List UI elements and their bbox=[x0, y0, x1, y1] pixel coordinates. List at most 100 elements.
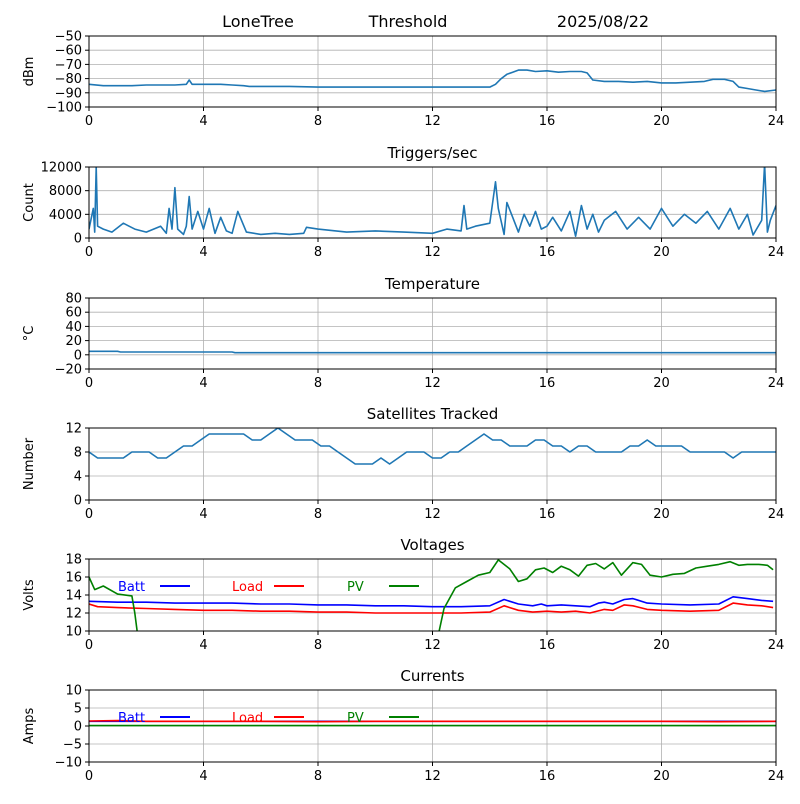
y-tick-label: −70 bbox=[55, 58, 82, 73]
y-tick-label: 0 bbox=[74, 494, 82, 509]
y-tick-label: −10 bbox=[55, 756, 82, 771]
y-axis-label: Number bbox=[22, 437, 37, 490]
series-line-load bbox=[89, 602, 774, 614]
panel-triggers: 0 4 8 12 16 20 24 0 4000 8000 12000 Triggers/sec Cou… bbox=[22, 144, 784, 260]
y-tick-label: 18 bbox=[65, 553, 82, 568]
x-tick-label: 4 bbox=[199, 245, 207, 260]
header-station: LoneTree bbox=[222, 12, 294, 31]
series-line bbox=[89, 428, 776, 465]
y-axis-label: °C bbox=[22, 326, 37, 342]
y-tick-label: −60 bbox=[55, 44, 82, 59]
y-tick-label: −90 bbox=[55, 86, 82, 101]
x-tick-label: 8 bbox=[314, 638, 322, 653]
x-tick-label: 24 bbox=[768, 245, 785, 260]
y-tick-label: 4000 bbox=[49, 208, 82, 223]
series-line bbox=[89, 350, 776, 354]
x-tick-label: 16 bbox=[539, 114, 556, 129]
x-tick-label: 16 bbox=[539, 638, 556, 653]
y-tick-label: 0 bbox=[74, 348, 82, 363]
x-tick-label: 12 bbox=[424, 507, 441, 522]
y-tick-label: 20 bbox=[65, 334, 82, 349]
x-tick-label: 12 bbox=[424, 769, 441, 784]
y-tick-label: 16 bbox=[65, 571, 82, 586]
y-tick-label: −80 bbox=[55, 72, 82, 87]
x-tick-label: 0 bbox=[85, 114, 93, 129]
y-tick-label: 12 bbox=[65, 607, 82, 622]
x-tick-label: 4 bbox=[199, 507, 207, 522]
y-tick-label: 14 bbox=[65, 589, 82, 604]
y-tick-label: 4 bbox=[74, 470, 82, 485]
x-tick-label: 24 bbox=[768, 638, 785, 653]
x-tick-label: 16 bbox=[539, 245, 556, 260]
x-tick-label: 8 bbox=[314, 376, 322, 391]
panel-title: Satellites Tracked bbox=[367, 405, 498, 423]
x-tick-label: 4 bbox=[199, 769, 207, 784]
y-axis-label: Amps bbox=[22, 707, 37, 744]
x-tick-label: 4 bbox=[199, 376, 207, 391]
legend-label-load: Load bbox=[232, 580, 263, 595]
x-tick-label: 0 bbox=[85, 769, 93, 784]
y-axis-label: Volts bbox=[22, 579, 37, 611]
x-tick-label: 24 bbox=[768, 769, 785, 784]
x-tick-label: 24 bbox=[768, 114, 785, 129]
panel-currents: 0 4 8 12 16 20 24 −10 −5 0 5 10 Currents Amps Batt Load… bbox=[22, 667, 784, 784]
x-tick-label: 20 bbox=[653, 376, 670, 391]
y-tick-label: 8 bbox=[74, 446, 82, 461]
legend-label-batt: Batt bbox=[118, 580, 145, 595]
panel-title: Voltages bbox=[400, 536, 464, 554]
x-tick-label: 16 bbox=[539, 376, 556, 391]
x-tick-label: 0 bbox=[85, 638, 93, 653]
y-tick-label: −100 bbox=[46, 101, 82, 116]
panel-voltages: 0 4 8 12 16 20 24 10 12 14 16 18 Voltages Volts Batt Lo… bbox=[22, 536, 784, 653]
legend-label-pv: PV bbox=[347, 711, 364, 726]
panel-title: Triggers/sec bbox=[387, 144, 478, 162]
y-tick-label: 10 bbox=[65, 625, 82, 640]
x-tick-label: 0 bbox=[85, 245, 93, 260]
y-tick-label: 60 bbox=[65, 306, 82, 321]
series-line bbox=[89, 69, 776, 93]
legend-label-batt: Batt bbox=[118, 711, 145, 726]
y-axis-label: dBm bbox=[22, 57, 37, 87]
y-tick-label: 80 bbox=[65, 292, 82, 307]
y-tick-label: 12 bbox=[65, 422, 82, 437]
series-line-pv bbox=[89, 559, 774, 631]
x-tick-label: 24 bbox=[768, 507, 785, 522]
x-tick-label: 20 bbox=[653, 114, 670, 129]
panel-title: Currents bbox=[400, 667, 464, 685]
y-tick-label: 0 bbox=[74, 232, 82, 247]
x-tick-label: 12 bbox=[424, 114, 441, 129]
x-tick-label: 8 bbox=[314, 245, 322, 260]
series-line-batt bbox=[89, 595, 774, 608]
x-tick-label: 12 bbox=[424, 245, 441, 260]
y-tick-label: 0 bbox=[74, 720, 82, 735]
x-tick-label: 16 bbox=[539, 507, 556, 522]
x-tick-label: 8 bbox=[314, 507, 322, 522]
y-tick-label: 12000 bbox=[41, 161, 82, 176]
x-tick-label: 20 bbox=[653, 245, 670, 260]
header-label: Threshold bbox=[368, 12, 448, 31]
y-tick-label: −50 bbox=[55, 30, 82, 45]
y-tick-label: −5 bbox=[63, 738, 82, 753]
x-tick-label: 0 bbox=[85, 507, 93, 522]
x-tick-label: 20 bbox=[653, 507, 670, 522]
x-tick-label: 8 bbox=[314, 114, 322, 129]
x-tick-label: 8 bbox=[314, 769, 322, 784]
y-tick-label: 10 bbox=[65, 684, 82, 699]
y-tick-label: 5 bbox=[74, 702, 82, 717]
x-tick-label: 20 bbox=[653, 638, 670, 653]
panel-rssi: 0 4 8 12 16 20 24 −100−90−80−70−60−50 dBm bbox=[22, 30, 784, 130]
y-tick-label: 40 bbox=[65, 320, 82, 335]
series-line bbox=[89, 167, 776, 237]
x-tick-label: 12 bbox=[424, 376, 441, 391]
y-axis-label: Count bbox=[22, 183, 37, 222]
series-line-load bbox=[89, 719, 776, 723]
x-tick-label: 4 bbox=[199, 114, 207, 129]
x-tick-label: 12 bbox=[424, 638, 441, 653]
y-tick-label: −20 bbox=[55, 363, 82, 378]
x-tick-label: 20 bbox=[653, 769, 670, 784]
panel-title: Temperature bbox=[384, 275, 480, 293]
y-tick-label: 8000 bbox=[49, 184, 82, 199]
